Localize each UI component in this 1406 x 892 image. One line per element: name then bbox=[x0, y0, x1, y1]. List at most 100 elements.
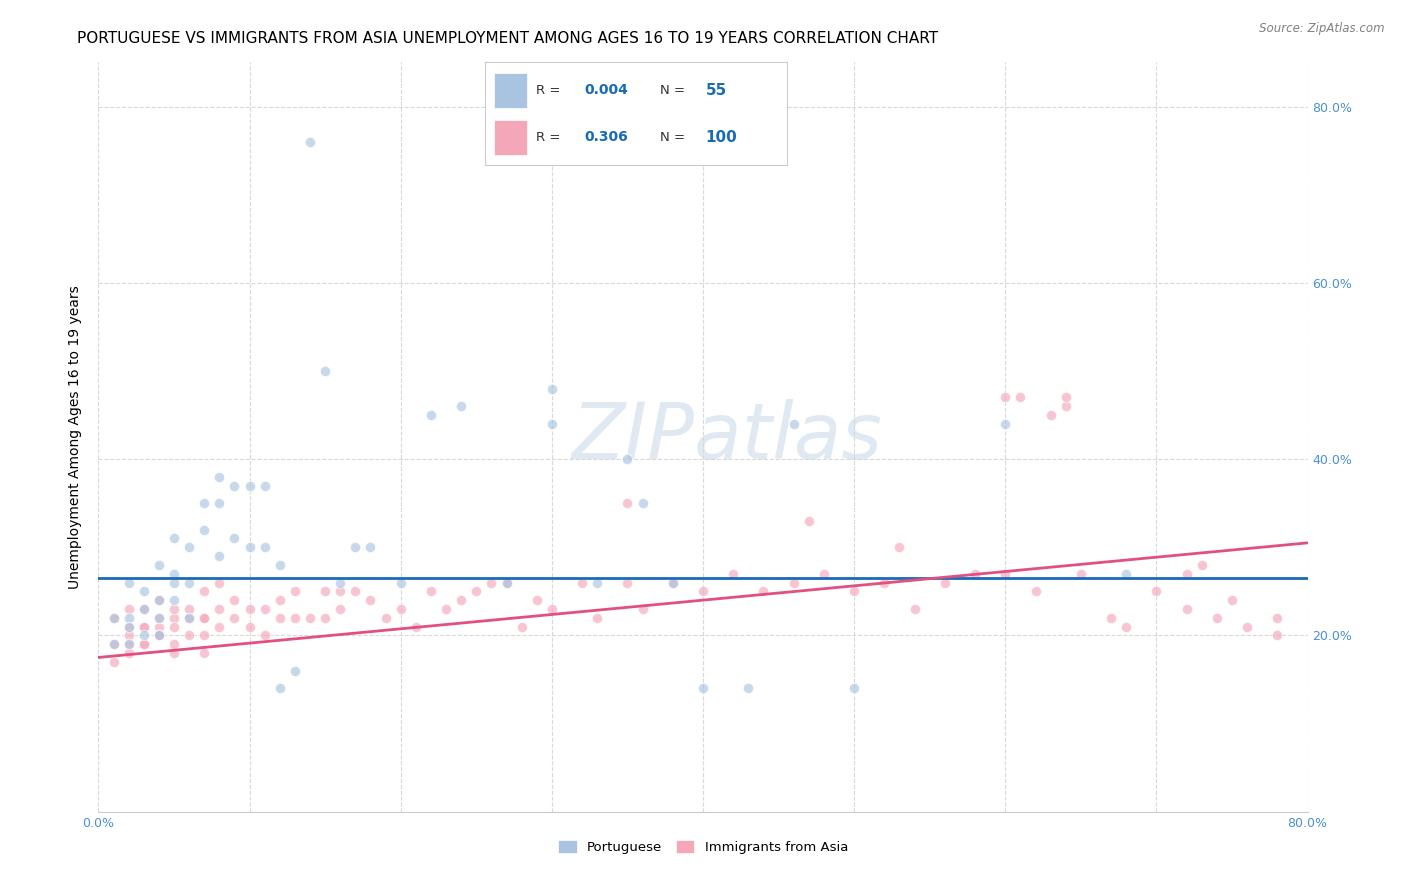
Point bbox=[844, 584, 866, 599]
Point bbox=[193, 584, 215, 599]
Point bbox=[163, 646, 186, 660]
Point bbox=[495, 575, 517, 590]
Point bbox=[420, 584, 443, 599]
Point bbox=[329, 602, 352, 616]
Point bbox=[526, 593, 548, 607]
Text: 0.306: 0.306 bbox=[585, 130, 628, 145]
Point bbox=[481, 575, 503, 590]
Point bbox=[1206, 611, 1229, 625]
Point bbox=[148, 593, 170, 607]
Point bbox=[103, 637, 125, 651]
Point bbox=[193, 628, 215, 642]
Point bbox=[118, 637, 141, 651]
Point bbox=[450, 399, 472, 413]
Point bbox=[616, 496, 638, 510]
Point bbox=[103, 655, 125, 669]
Point bbox=[118, 628, 141, 642]
Text: R =: R = bbox=[537, 84, 565, 96]
Text: N =: N = bbox=[661, 84, 690, 96]
Point bbox=[1175, 566, 1198, 581]
Point bbox=[239, 619, 262, 633]
Point bbox=[314, 611, 336, 625]
Point bbox=[723, 566, 745, 581]
Point bbox=[284, 611, 307, 625]
FancyBboxPatch shape bbox=[494, 73, 527, 108]
Point bbox=[163, 575, 186, 590]
Point bbox=[284, 664, 307, 678]
Point bbox=[224, 532, 246, 546]
Point bbox=[193, 611, 215, 625]
Point bbox=[179, 628, 201, 642]
Point bbox=[586, 611, 609, 625]
Point bbox=[193, 611, 215, 625]
Point bbox=[208, 619, 231, 633]
Point bbox=[269, 681, 291, 696]
Point bbox=[314, 584, 336, 599]
Point bbox=[434, 602, 457, 616]
Point bbox=[208, 575, 231, 590]
Point bbox=[163, 532, 186, 546]
Point bbox=[179, 611, 201, 625]
Point bbox=[1099, 611, 1122, 625]
Point bbox=[148, 611, 170, 625]
Point bbox=[1115, 619, 1137, 633]
Point bbox=[148, 619, 170, 633]
Point bbox=[148, 558, 170, 572]
Point bbox=[314, 364, 336, 378]
Point bbox=[253, 541, 276, 555]
Point bbox=[692, 584, 714, 599]
Point bbox=[692, 681, 714, 696]
Point bbox=[132, 602, 155, 616]
Point bbox=[193, 646, 215, 660]
Point bbox=[1039, 408, 1062, 422]
Text: 55: 55 bbox=[706, 83, 727, 97]
Point bbox=[389, 602, 412, 616]
Point bbox=[344, 584, 367, 599]
Point bbox=[269, 558, 291, 572]
Point bbox=[1267, 611, 1289, 625]
Point bbox=[163, 602, 186, 616]
Point bbox=[616, 452, 638, 467]
Point bbox=[783, 575, 806, 590]
Point bbox=[179, 602, 201, 616]
Point bbox=[118, 619, 141, 633]
Point bbox=[329, 575, 352, 590]
Text: 0.004: 0.004 bbox=[585, 83, 628, 97]
Point bbox=[586, 575, 609, 590]
Point bbox=[389, 575, 412, 590]
Point bbox=[344, 541, 367, 555]
Point bbox=[510, 619, 533, 633]
Point bbox=[299, 135, 322, 149]
Point bbox=[239, 478, 262, 492]
Point bbox=[224, 593, 246, 607]
Point bbox=[540, 382, 562, 396]
Point bbox=[934, 575, 956, 590]
Point bbox=[374, 611, 396, 625]
Point bbox=[163, 611, 186, 625]
Point bbox=[132, 637, 155, 651]
Point bbox=[253, 478, 276, 492]
Point bbox=[132, 628, 155, 642]
Point bbox=[118, 575, 141, 590]
Point bbox=[1115, 566, 1137, 581]
Point bbox=[450, 593, 472, 607]
Point bbox=[132, 619, 155, 633]
Point bbox=[103, 637, 125, 651]
Point bbox=[495, 575, 517, 590]
Point bbox=[1175, 602, 1198, 616]
Point bbox=[208, 496, 231, 510]
Point bbox=[224, 611, 246, 625]
Point bbox=[1220, 593, 1243, 607]
Point bbox=[132, 602, 155, 616]
Point bbox=[994, 566, 1017, 581]
Point bbox=[148, 628, 170, 642]
Point bbox=[540, 602, 562, 616]
Point bbox=[269, 593, 291, 607]
Point bbox=[208, 602, 231, 616]
FancyBboxPatch shape bbox=[494, 120, 527, 155]
Point bbox=[994, 391, 1017, 405]
Point bbox=[132, 584, 155, 599]
Text: Source: ZipAtlas.com: Source: ZipAtlas.com bbox=[1260, 22, 1385, 36]
Point bbox=[193, 523, 215, 537]
Point bbox=[193, 496, 215, 510]
